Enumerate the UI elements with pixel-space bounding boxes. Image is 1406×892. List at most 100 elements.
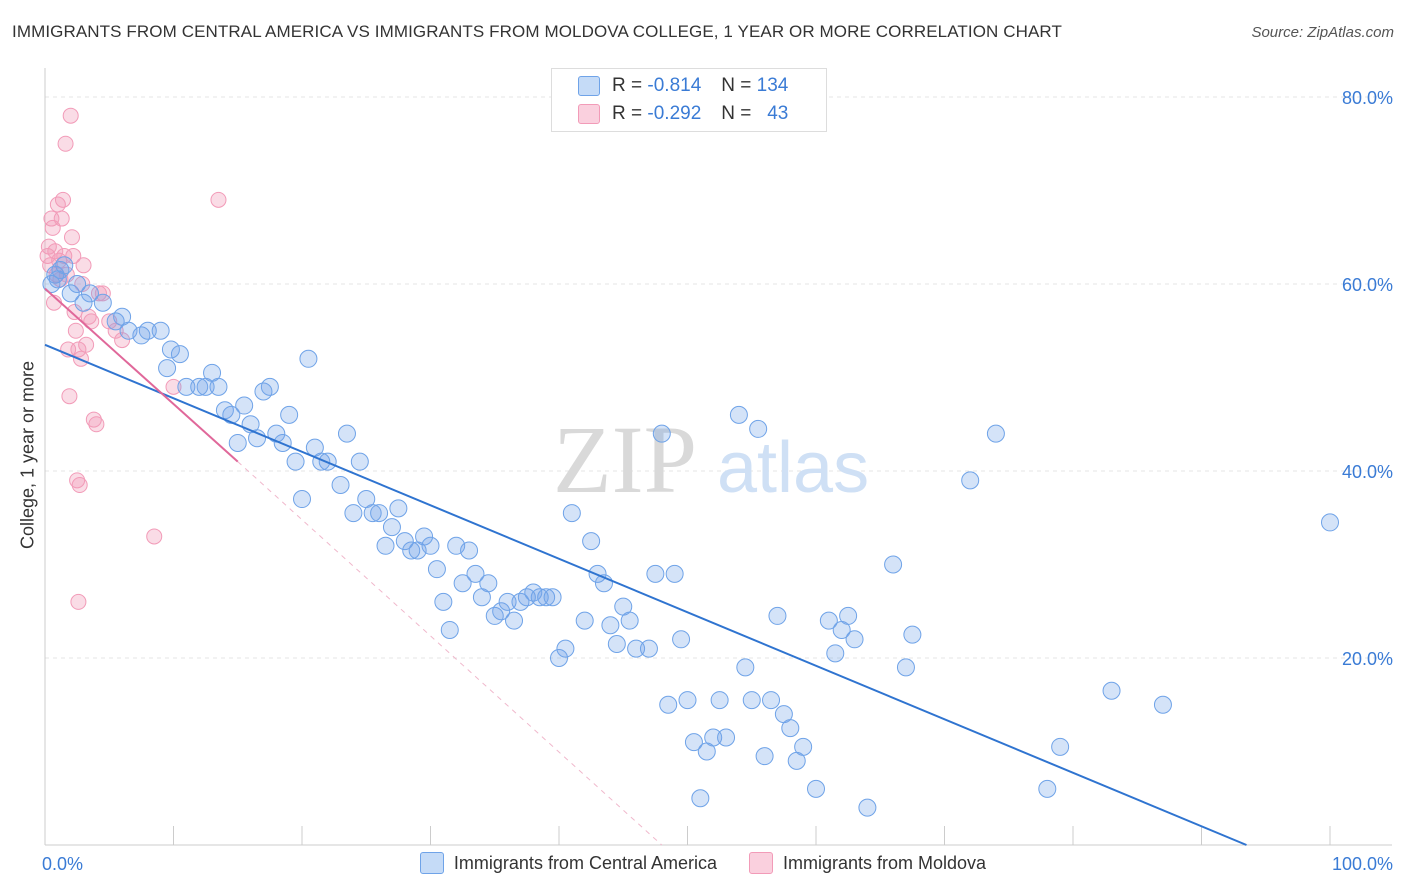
- y-tick-label: 40.0%: [1342, 462, 1393, 482]
- y-tick-label: 80.0%: [1342, 88, 1393, 108]
- moldova-point: [67, 322, 84, 339]
- moldova-point: [165, 378, 182, 395]
- central-america-point: [550, 649, 568, 667]
- central-america-point: [537, 588, 556, 607]
- central-america-point: [819, 611, 838, 630]
- central-america-point: [781, 719, 800, 738]
- central-america-point: [228, 433, 247, 452]
- central-america-point: [395, 532, 414, 551]
- moldova-point: [56, 247, 73, 264]
- moldova-point: [63, 229, 80, 246]
- x-tick-label: 100.0%: [1332, 854, 1393, 874]
- central-america-point: [402, 541, 421, 560]
- central-america-point: [415, 527, 434, 546]
- legend-r-label: R =: [612, 75, 643, 96]
- legend-label: Immigrants from Central America: [453, 852, 717, 873]
- legend-n-label: N =: [721, 103, 752, 124]
- central-america-point: [434, 592, 453, 611]
- central-america-point: [421, 536, 440, 555]
- legend-swatch-blue: [578, 76, 600, 96]
- watermark-zip: ZIP: [553, 406, 697, 513]
- central-america-point: [729, 405, 748, 424]
- central-america-point: [672, 630, 691, 649]
- central-america-point: [717, 728, 736, 747]
- central-america-point: [440, 620, 459, 639]
- moldova-point: [53, 210, 70, 227]
- moldova-point: [78, 336, 95, 353]
- central-america-point: [158, 359, 177, 378]
- central-america-point: [639, 639, 658, 658]
- moldova-points: [39, 107, 227, 610]
- moldova-point: [101, 313, 118, 330]
- moldova-point: [146, 528, 163, 545]
- central-america-point: [363, 504, 382, 523]
- central-america-point: [607, 634, 626, 653]
- moldova-point: [69, 472, 86, 489]
- central-america-point: [209, 377, 228, 396]
- central-america-point: [280, 405, 299, 424]
- central-america-point: [382, 518, 401, 537]
- central-america-point: [389, 499, 408, 518]
- central-america-point: [710, 691, 729, 710]
- central-america-point: [530, 588, 549, 607]
- legend-row-central-america: R = -0.814 N = 134: [578, 75, 788, 97]
- central-america-point: [627, 639, 646, 658]
- legend-label: Immigrants from Moldova: [783, 852, 987, 873]
- moldova-point: [70, 593, 87, 610]
- legend-n-value: 43: [767, 103, 789, 124]
- central-america-points: [42, 256, 1339, 817]
- legend-swatch-pink: [578, 104, 600, 124]
- central-america-point: [749, 419, 768, 438]
- series-legend: Immigrants from Central America Immigran…: [0, 852, 1406, 874]
- central-america-point: [74, 293, 93, 312]
- central-america-point: [138, 321, 157, 340]
- legend-item-moldova: Immigrants from Moldova: [749, 852, 986, 874]
- central-america-point: [684, 733, 703, 752]
- central-america-point: [986, 424, 1005, 443]
- moldova-point: [66, 304, 83, 321]
- moldova-point: [62, 107, 79, 124]
- moldova-point: [74, 276, 91, 292]
- central-america-point: [678, 691, 697, 710]
- y-tick-label: 20.0%: [1342, 649, 1393, 669]
- moldova-point: [57, 135, 74, 152]
- moldova-point: [94, 285, 111, 302]
- central-america-point: [1051, 737, 1070, 756]
- central-america-point: [80, 284, 99, 303]
- central-america-point: [254, 382, 273, 401]
- trend-lines: [44, 287, 1247, 846]
- moldova-point: [210, 191, 227, 208]
- central-america-point: [344, 504, 363, 523]
- central-america-point: [286, 452, 305, 471]
- central-america-point: [1153, 695, 1172, 714]
- central-america-point: [742, 691, 761, 710]
- central-america-point: [582, 532, 601, 551]
- moldova-point: [107, 322, 124, 339]
- central-america-point: [903, 625, 922, 644]
- central-america-point: [331, 476, 350, 495]
- central-america-point: [170, 345, 189, 364]
- swatch-pink: [749, 852, 773, 874]
- central-america-point: [177, 377, 196, 396]
- watermark-atlas: atlas: [717, 428, 869, 508]
- moldova-point: [85, 411, 102, 428]
- moldova-trend-line: [44, 287, 239, 463]
- moldova-point: [47, 243, 64, 260]
- central-america-point: [376, 536, 395, 555]
- moldova-point: [65, 247, 82, 264]
- legend-n-label: N =: [721, 75, 752, 96]
- legend-r-value: -0.292: [647, 103, 702, 124]
- central-america-point: [704, 728, 723, 747]
- central-america-point: [807, 779, 825, 798]
- legend-r-label: R =: [612, 103, 643, 124]
- central-america-point: [498, 592, 517, 611]
- central-america-point: [161, 340, 180, 359]
- correlation-legend: R = -0.814 N = 134 R = -0.292 N = 43: [551, 68, 827, 132]
- moldova-point: [114, 332, 131, 349]
- x-tick-label: 0.0%: [42, 854, 83, 874]
- legend-item-central-america: Immigrants from Central America: [419, 852, 717, 874]
- central-america-point: [845, 630, 864, 649]
- central-america-point: [151, 321, 170, 340]
- central-america-point: [517, 588, 536, 607]
- central-america-point: [466, 564, 485, 583]
